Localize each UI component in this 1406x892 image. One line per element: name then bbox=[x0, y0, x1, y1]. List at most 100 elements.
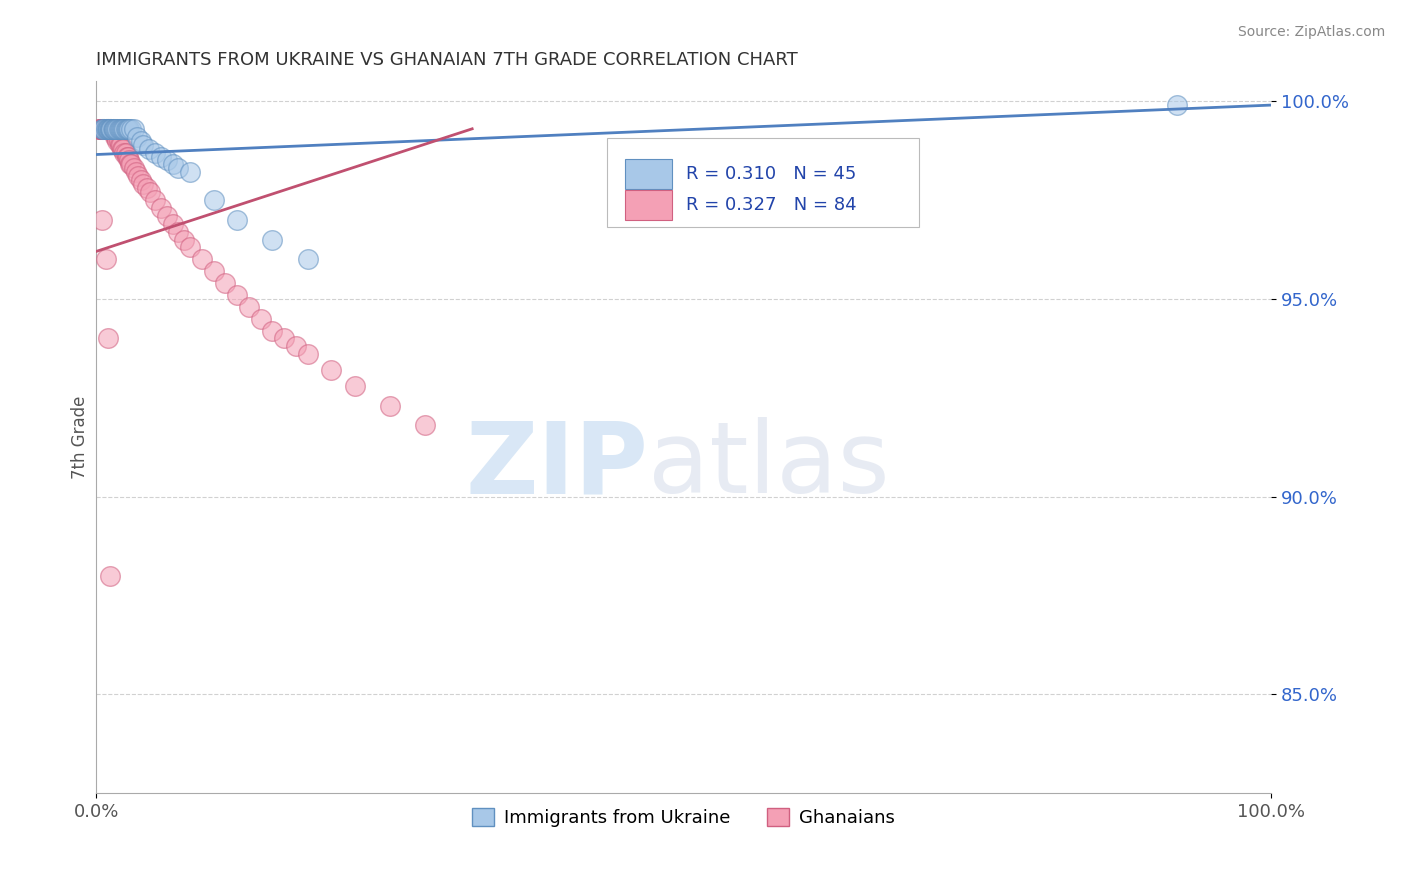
Point bbox=[112, 145, 135, 160]
Point bbox=[115, 121, 138, 136]
Point bbox=[90, 121, 112, 136]
Point bbox=[103, 121, 125, 136]
Point bbox=[238, 300, 260, 314]
Point bbox=[143, 145, 166, 160]
Point bbox=[167, 225, 190, 239]
Point bbox=[101, 121, 124, 136]
Point bbox=[167, 161, 190, 176]
Point bbox=[98, 121, 121, 136]
Point bbox=[91, 121, 114, 136]
Point bbox=[101, 121, 124, 136]
Point bbox=[202, 193, 225, 207]
Point bbox=[143, 193, 166, 207]
Point bbox=[108, 121, 131, 136]
Point bbox=[104, 126, 127, 140]
Point bbox=[162, 157, 184, 171]
Point bbox=[104, 129, 127, 144]
Point bbox=[98, 121, 121, 136]
Point bbox=[156, 153, 179, 168]
Point bbox=[120, 121, 142, 136]
Point bbox=[97, 121, 120, 136]
Point bbox=[110, 137, 132, 152]
Point bbox=[120, 157, 142, 171]
Point bbox=[98, 121, 121, 136]
Text: IMMIGRANTS FROM UKRAINE VS GHANAIAN 7TH GRADE CORRELATION CHART: IMMIGRANTS FROM UKRAINE VS GHANAIAN 7TH … bbox=[96, 51, 799, 69]
Point bbox=[162, 217, 184, 231]
Point bbox=[117, 121, 139, 136]
Point bbox=[135, 181, 157, 195]
Point bbox=[202, 264, 225, 278]
Point bbox=[125, 165, 148, 179]
Point bbox=[129, 134, 152, 148]
Point bbox=[100, 121, 122, 136]
Point bbox=[94, 252, 117, 267]
Point bbox=[97, 121, 120, 136]
Point bbox=[91, 121, 114, 136]
Point bbox=[343, 379, 366, 393]
FancyBboxPatch shape bbox=[624, 159, 672, 189]
Text: Source: ZipAtlas.com: Source: ZipAtlas.com bbox=[1237, 25, 1385, 39]
Point bbox=[122, 121, 145, 136]
Point bbox=[114, 121, 136, 136]
Point bbox=[98, 121, 121, 136]
Point bbox=[127, 169, 149, 184]
Point bbox=[91, 121, 114, 136]
Point bbox=[91, 121, 114, 136]
Point bbox=[100, 121, 122, 136]
Point bbox=[94, 121, 117, 136]
Point bbox=[284, 339, 307, 353]
FancyBboxPatch shape bbox=[607, 138, 918, 227]
Point bbox=[273, 331, 295, 345]
Point bbox=[105, 121, 128, 136]
Point bbox=[91, 212, 114, 227]
Point bbox=[262, 233, 284, 247]
Point bbox=[132, 137, 155, 152]
Point bbox=[90, 121, 112, 136]
Point bbox=[378, 399, 401, 413]
Point bbox=[104, 121, 127, 136]
Text: R = 0.327   N = 84: R = 0.327 N = 84 bbox=[686, 196, 856, 214]
Point bbox=[108, 137, 131, 152]
Point bbox=[249, 311, 271, 326]
Point bbox=[179, 240, 201, 254]
Point bbox=[103, 126, 125, 140]
Point bbox=[1166, 98, 1188, 112]
Point bbox=[321, 363, 343, 377]
Point bbox=[97, 121, 120, 136]
Point bbox=[94, 121, 117, 136]
Point bbox=[122, 161, 145, 176]
Point bbox=[97, 121, 120, 136]
Point bbox=[98, 121, 121, 136]
Point bbox=[97, 121, 120, 136]
Point bbox=[93, 121, 115, 136]
Point bbox=[98, 569, 121, 583]
Point bbox=[191, 252, 214, 267]
Point bbox=[103, 126, 125, 140]
Point bbox=[89, 121, 111, 136]
Y-axis label: 7th Grade: 7th Grade bbox=[72, 396, 89, 479]
Point bbox=[112, 142, 135, 156]
Point bbox=[226, 212, 249, 227]
Point bbox=[111, 121, 134, 136]
Point bbox=[173, 233, 195, 247]
Point bbox=[214, 276, 236, 290]
Point bbox=[96, 121, 118, 136]
Point bbox=[100, 121, 122, 136]
Point bbox=[149, 201, 172, 215]
Text: R = 0.310   N = 45: R = 0.310 N = 45 bbox=[686, 165, 856, 183]
Point bbox=[100, 121, 122, 136]
Point bbox=[105, 129, 128, 144]
Point bbox=[149, 149, 172, 163]
Point bbox=[118, 121, 141, 136]
Point bbox=[129, 173, 152, 187]
Point bbox=[118, 153, 141, 168]
Point bbox=[156, 209, 179, 223]
Point bbox=[107, 121, 129, 136]
Point bbox=[103, 121, 125, 136]
Point bbox=[96, 121, 118, 136]
Point bbox=[132, 177, 155, 191]
Point bbox=[179, 165, 201, 179]
Point bbox=[93, 121, 115, 136]
Point bbox=[262, 324, 284, 338]
Point bbox=[98, 121, 121, 136]
